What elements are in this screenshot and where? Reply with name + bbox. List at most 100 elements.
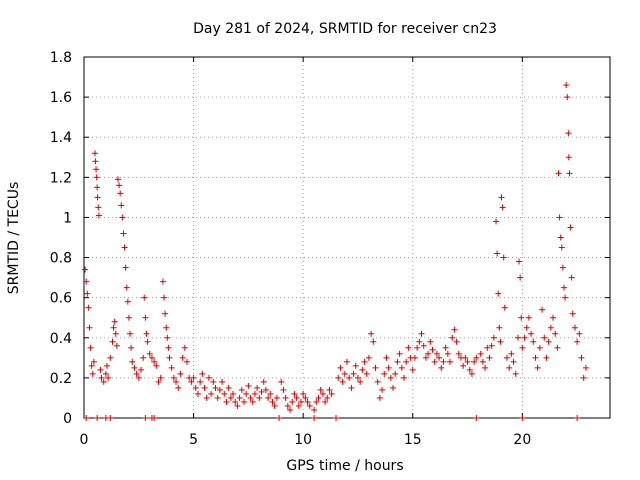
data-point (311, 406, 318, 413)
data-point (383, 354, 390, 361)
data-point (93, 166, 100, 173)
data-point (425, 350, 432, 357)
data-point (379, 386, 386, 393)
data-point (148, 354, 155, 361)
data-point (352, 362, 359, 369)
data-point (197, 378, 204, 385)
data-point (528, 330, 535, 337)
data-point (557, 234, 564, 241)
data-point (564, 94, 571, 101)
data-point (335, 374, 342, 381)
data-point (160, 294, 167, 301)
data-point (127, 330, 134, 337)
data-point (512, 370, 519, 377)
data-point (280, 386, 287, 393)
data-point (567, 224, 574, 231)
data-point (223, 398, 230, 405)
data-point (122, 264, 129, 271)
data-point (516, 258, 523, 265)
data-point (175, 384, 182, 391)
data-point (94, 194, 101, 201)
data-point (422, 354, 429, 361)
data-point (500, 254, 507, 261)
data-point (194, 390, 201, 397)
data-point (501, 304, 508, 311)
data-point (142, 415, 149, 421)
data-point (104, 362, 111, 369)
data-point (506, 364, 513, 371)
data-point (442, 344, 449, 351)
data-point (479, 358, 486, 365)
data-point (258, 388, 265, 395)
chart-title: Day 281 of 2024, SRMTID for receiver cn2… (193, 21, 497, 37)
data-point (394, 358, 401, 365)
data-point (532, 354, 539, 361)
data-point (568, 274, 575, 281)
y-axis-label: SRMTID / TECUs (6, 182, 22, 295)
data-point (554, 344, 561, 351)
data-point (326, 386, 333, 393)
data-point (135, 374, 142, 381)
data-point (580, 374, 587, 381)
data-point (128, 344, 135, 351)
data-point (216, 386, 223, 393)
data-point (403, 358, 410, 365)
data-point (495, 290, 502, 297)
data-point (153, 362, 160, 369)
data-point (123, 284, 130, 291)
data-point (578, 354, 585, 361)
y-tick-label: 0.8 (50, 251, 72, 267)
data-point (333, 415, 340, 421)
data-point (97, 366, 104, 373)
data-point (210, 378, 217, 385)
y-tick-label: 1.2 (50, 170, 72, 186)
data-point (306, 402, 313, 409)
plot-frame (83, 56, 611, 419)
data-point (552, 330, 559, 337)
data-point (390, 384, 397, 391)
data-point (319, 390, 326, 397)
data-point (203, 394, 210, 401)
data-point (427, 338, 434, 345)
data-point (110, 324, 117, 331)
data-point (414, 344, 421, 351)
data-point (302, 394, 309, 401)
data-point (488, 342, 495, 349)
data-point (166, 354, 173, 361)
data-point (460, 362, 467, 369)
data-point (236, 394, 243, 401)
data-point (539, 306, 546, 313)
data-point (168, 364, 175, 371)
data-point (146, 350, 153, 357)
data-point (322, 398, 329, 405)
data-point (462, 354, 469, 361)
data-point (113, 342, 120, 349)
x-tick-labels: 0 5 10 15 20 (80, 432, 532, 448)
data-point (230, 390, 237, 397)
data-point (558, 244, 565, 251)
data-point (304, 398, 311, 405)
data-point (102, 370, 109, 377)
data-point (116, 182, 123, 189)
data-point (357, 378, 364, 385)
data-point (297, 398, 304, 405)
data-point (496, 324, 503, 331)
data-point (473, 415, 480, 421)
data-point (313, 398, 320, 405)
data-point (105, 374, 112, 381)
data-point (256, 394, 263, 401)
data-point (137, 366, 144, 373)
data-point (243, 390, 250, 397)
data-points (82, 82, 589, 421)
data-point (212, 384, 219, 391)
y-tick-labels: 0 0.2 0.4 0.6 0.8 1 1.2 1.4 1.6 1.8 (50, 50, 72, 427)
data-point (164, 334, 171, 341)
data-point (276, 415, 283, 421)
data-point (107, 415, 114, 421)
data-point (503, 354, 510, 361)
data-point (295, 402, 302, 409)
data-point (165, 344, 172, 351)
data-point (247, 394, 254, 401)
data-point (409, 366, 416, 373)
grid-lines (84, 57, 610, 418)
